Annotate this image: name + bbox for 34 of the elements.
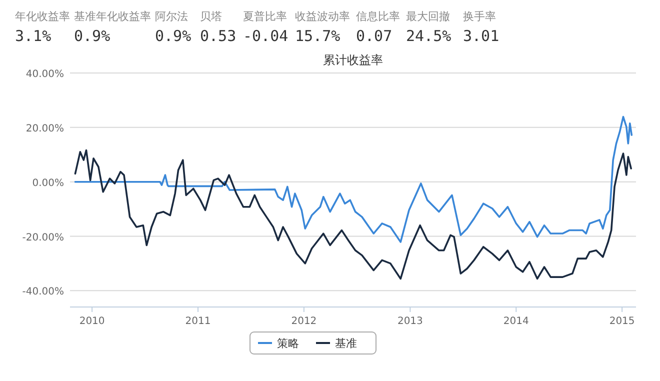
- y-tick-label: 40.00%: [26, 69, 64, 80]
- category-label: 收益波动率: [295, 10, 350, 23]
- category-label: 阿尔法: [155, 10, 188, 23]
- text: 15.7%: [295, 27, 340, 45]
- legend-label: 策略: [277, 337, 299, 350]
- text: 3.1%: [15, 27, 52, 45]
- category-label: 贝塔: [200, 10, 222, 23]
- category-label: 最大回撤: [406, 10, 450, 23]
- category-label: 信息比率: [356, 10, 400, 23]
- y-tick-label: -40.00%: [22, 286, 64, 298]
- category-label: 夏普比率: [243, 10, 287, 23]
- y-tick-label: 0.00%: [32, 178, 64, 189]
- text: 0.53: [200, 27, 236, 45]
- line-series: [74, 116, 633, 243]
- x-tick-label: 2014: [503, 316, 529, 327]
- y-tick-label: 20.00%: [26, 123, 64, 134]
- y-tick-label: -20.00%: [22, 232, 64, 244]
- x-tick-label: 2011: [185, 316, 211, 327]
- line-series: [74, 149, 632, 280]
- x-tick-label: 2015: [609, 316, 635, 327]
- x-tick-label: 2012: [291, 316, 317, 327]
- legend-label: 基准: [335, 337, 357, 350]
- text: 3.01: [463, 27, 500, 45]
- x-tick-label: 2013: [397, 316, 423, 327]
- text: 0.07: [356, 27, 392, 45]
- chart-title: 累计收益率: [323, 53, 383, 67]
- text: 24.5%: [406, 27, 452, 45]
- category-label: 换手率: [463, 10, 496, 23]
- text: 0.9%: [74, 27, 110, 45]
- category-label: 年化收益率: [15, 10, 70, 23]
- category-label: 基准年化收益率: [74, 10, 151, 23]
- text: 0.9%: [155, 27, 192, 45]
- x-tick-label: 2010: [79, 316, 105, 327]
- text: -0.04: [243, 27, 288, 45]
